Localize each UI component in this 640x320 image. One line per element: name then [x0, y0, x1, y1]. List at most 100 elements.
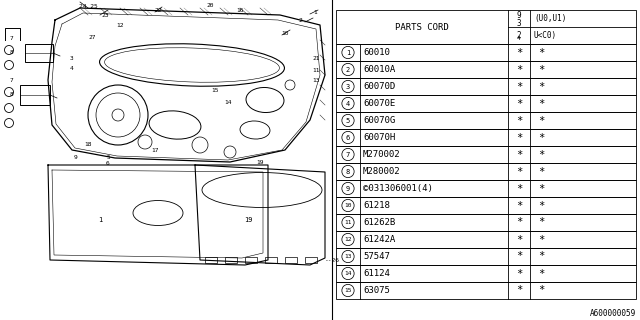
Bar: [336, 180, 636, 197]
Text: 60070H: 60070H: [363, 133, 396, 142]
Bar: [25, 44, 53, 62]
Bar: [336, 197, 636, 214]
Text: 1: 1: [346, 50, 350, 55]
Text: 24 25: 24 25: [79, 4, 97, 9]
Bar: [336, 231, 636, 248]
Text: 4: 4: [70, 66, 74, 70]
Text: 9: 9: [516, 12, 522, 20]
Bar: [20, 85, 50, 105]
Text: *: *: [516, 132, 522, 142]
Text: *: *: [538, 201, 544, 211]
Text: 57547: 57547: [363, 252, 390, 261]
Text: A600000059: A600000059: [589, 309, 636, 318]
Text: 6: 6: [346, 134, 350, 140]
Text: *: *: [516, 166, 522, 177]
Text: (U0,U1): (U0,U1): [534, 14, 566, 23]
Bar: [225, 257, 237, 263]
Text: PARTS CORD: PARTS CORD: [395, 22, 449, 31]
Text: *: *: [516, 252, 522, 261]
Text: 17: 17: [151, 148, 159, 153]
Text: 13: 13: [312, 77, 320, 83]
Text: --26: --26: [325, 258, 340, 262]
Text: 11: 11: [312, 68, 320, 73]
Text: *: *: [538, 218, 544, 228]
Text: M280002: M280002: [363, 167, 401, 176]
Text: 12: 12: [116, 22, 124, 28]
Text: 19: 19: [244, 217, 252, 223]
Text: 5: 5: [346, 117, 350, 124]
Text: 20: 20: [206, 3, 214, 7]
Text: *: *: [538, 82, 544, 92]
Text: 8: 8: [346, 169, 350, 174]
Text: *: *: [538, 65, 544, 75]
Text: *: *: [538, 268, 544, 278]
Bar: [336, 214, 636, 231]
Text: 7: 7: [10, 36, 14, 41]
Text: 10: 10: [344, 203, 352, 208]
Bar: [336, 129, 636, 146]
Bar: [336, 112, 636, 129]
Bar: [336, 44, 636, 61]
Text: 8: 8: [10, 50, 14, 54]
Text: 14: 14: [224, 100, 232, 105]
Text: 3: 3: [516, 19, 522, 28]
Text: 23: 23: [101, 12, 109, 18]
Bar: [336, 248, 636, 265]
Text: 1: 1: [98, 217, 102, 223]
Bar: [305, 257, 317, 263]
Text: 7: 7: [346, 151, 350, 157]
Text: *: *: [538, 116, 544, 125]
Text: 63075: 63075: [363, 286, 390, 295]
Text: M270002: M270002: [363, 150, 401, 159]
Text: 61124: 61124: [363, 269, 390, 278]
Text: *: *: [538, 132, 544, 142]
Text: 2: 2: [298, 18, 302, 22]
Text: 15: 15: [344, 288, 352, 293]
Text: 10: 10: [281, 30, 289, 36]
Text: 1: 1: [313, 10, 317, 14]
Text: 19: 19: [256, 159, 264, 164]
Text: 61218: 61218: [363, 201, 390, 210]
Bar: [336, 265, 636, 282]
Text: 12: 12: [344, 237, 352, 242]
Text: 7: 7: [10, 77, 14, 83]
Text: 27: 27: [88, 35, 96, 39]
Bar: [336, 78, 636, 95]
Text: *: *: [516, 82, 522, 92]
Text: *: *: [538, 235, 544, 244]
Text: 11: 11: [344, 220, 352, 225]
Text: 9: 9: [73, 155, 77, 159]
Text: *: *: [516, 201, 522, 211]
Text: *: *: [538, 166, 544, 177]
Bar: [336, 61, 636, 78]
Text: *: *: [516, 235, 522, 244]
Text: *: *: [516, 99, 522, 108]
Text: 13: 13: [344, 254, 352, 259]
Text: *: *: [516, 149, 522, 159]
Text: 60010A: 60010A: [363, 65, 396, 74]
Bar: [336, 10, 636, 44]
Text: 60070G: 60070G: [363, 116, 396, 125]
Text: *: *: [516, 218, 522, 228]
Text: 2: 2: [516, 31, 522, 40]
Text: 21: 21: [312, 55, 320, 60]
Text: *: *: [516, 65, 522, 75]
Text: 61262B: 61262B: [363, 218, 396, 227]
Text: ©031306001(4): ©031306001(4): [363, 184, 433, 193]
Text: *: *: [516, 183, 522, 194]
Text: *: *: [538, 285, 544, 295]
Text: 3: 3: [346, 84, 350, 90]
Text: 4: 4: [346, 100, 350, 107]
Text: 16: 16: [236, 7, 244, 12]
Text: 60070E: 60070E: [363, 99, 396, 108]
Text: 9: 9: [346, 186, 350, 191]
Text: 4: 4: [517, 36, 521, 42]
Bar: [336, 282, 636, 299]
Text: *: *: [516, 116, 522, 125]
Bar: [336, 146, 636, 163]
Bar: [336, 163, 636, 180]
Text: 15: 15: [211, 87, 219, 92]
Text: U<C0): U<C0): [534, 31, 557, 40]
Bar: [205, 257, 217, 263]
Text: *: *: [538, 47, 544, 58]
